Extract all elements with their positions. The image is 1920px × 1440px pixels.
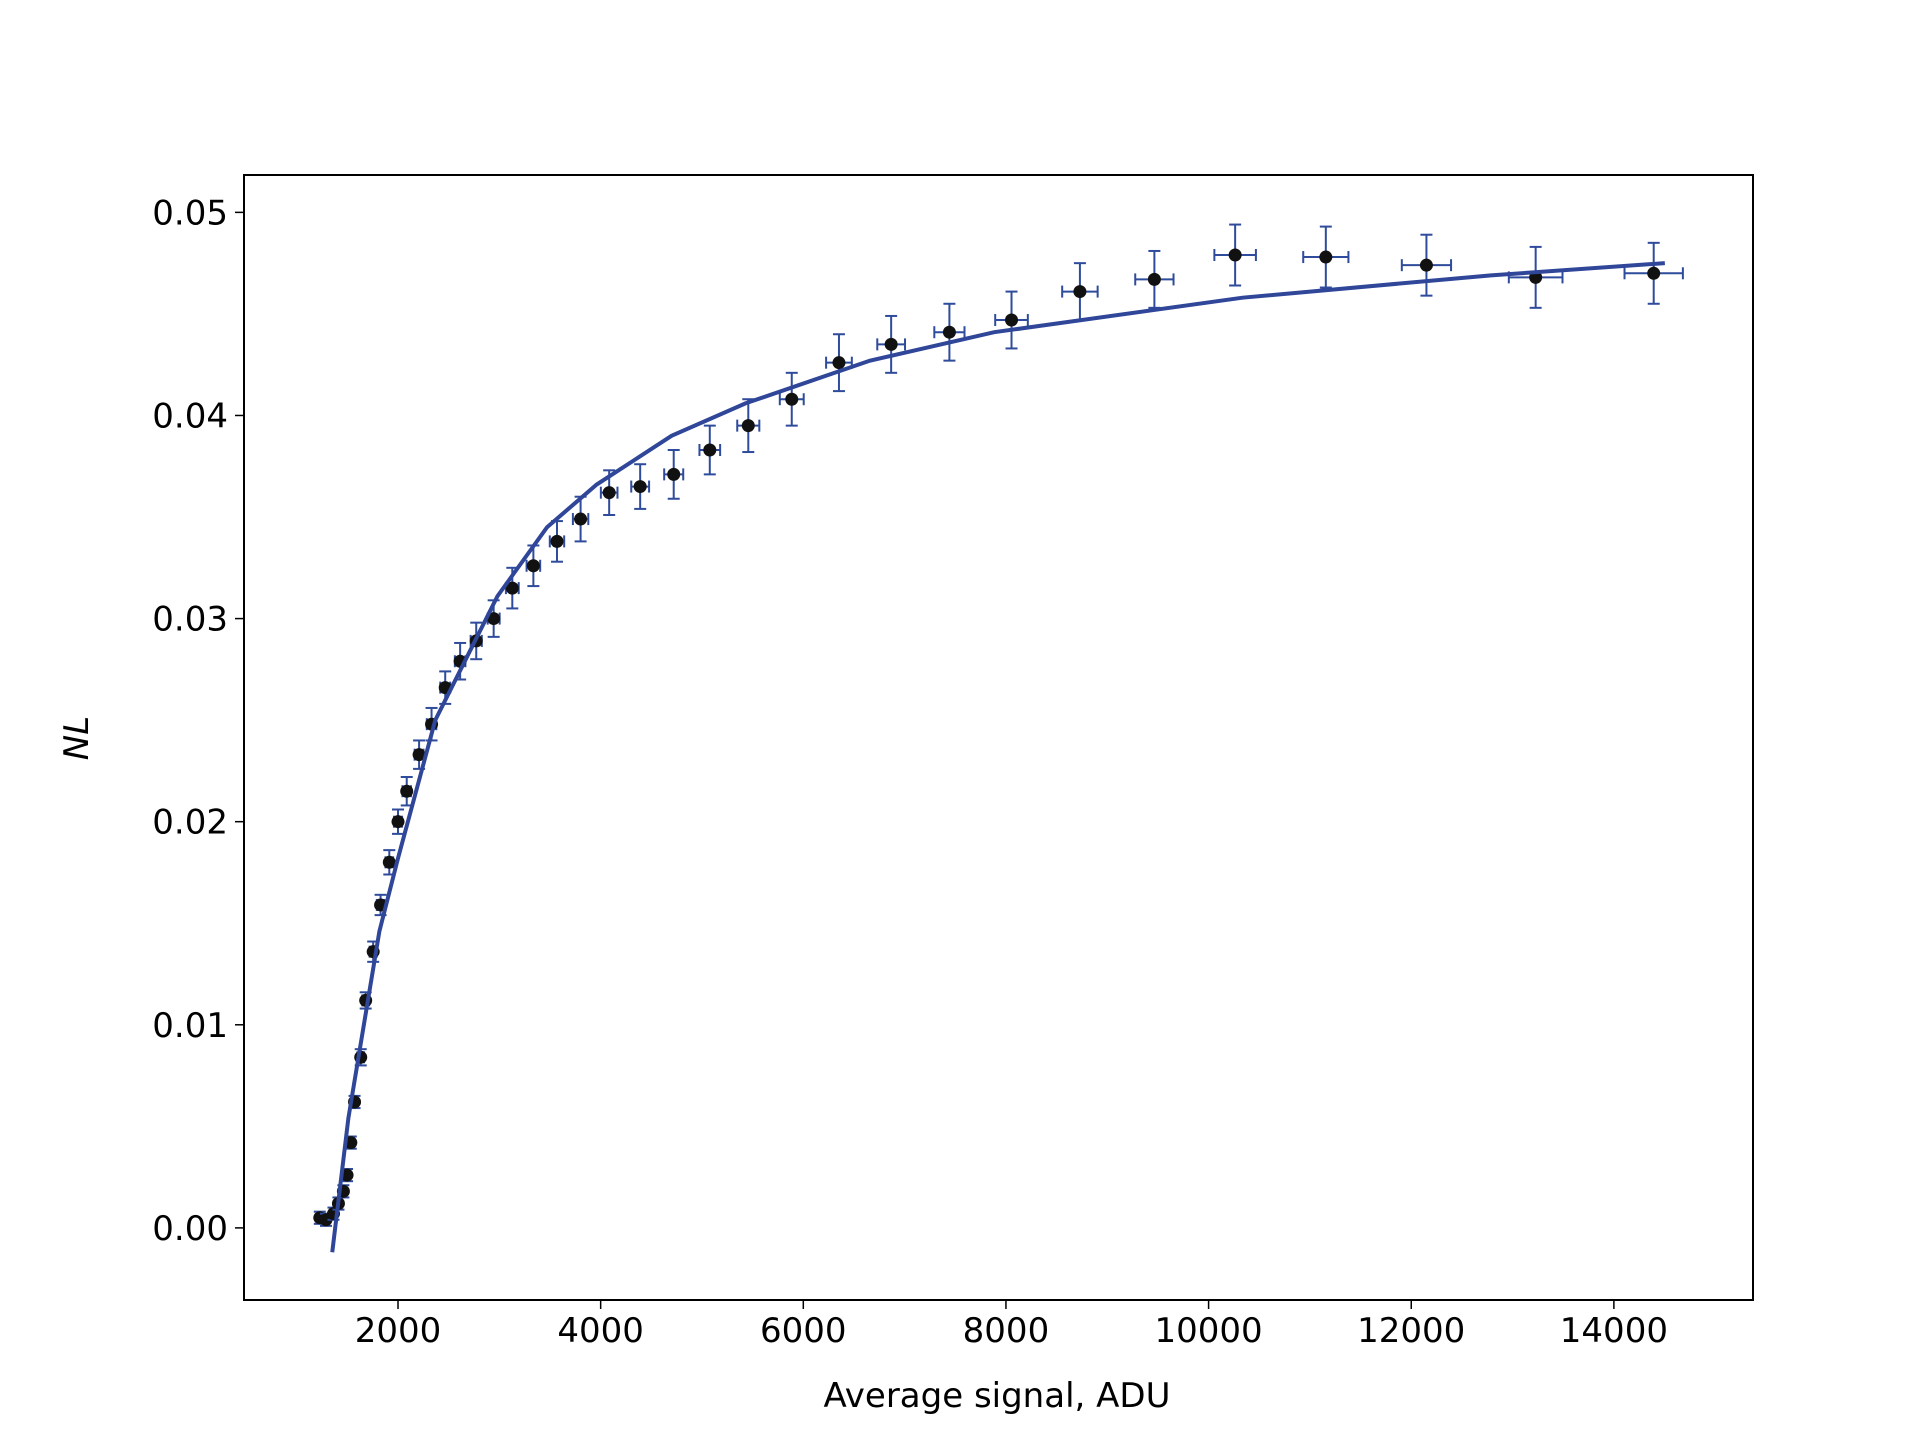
data-point: [884, 337, 898, 351]
data-point: [832, 356, 846, 370]
y-axis-label: NL: [57, 716, 97, 760]
data-point: [382, 855, 396, 869]
y-tick-label: 0.00: [152, 1209, 228, 1249]
data-point: [602, 486, 616, 500]
data-point: [1073, 285, 1087, 299]
y-tick-label: 0.04: [152, 396, 228, 436]
data-point: [785, 392, 799, 406]
y-tick-label: 0.02: [152, 803, 228, 843]
data-point: [574, 512, 588, 526]
data-point: [667, 467, 681, 481]
data-point: [550, 534, 564, 548]
data-point: [1228, 248, 1242, 262]
x-tick-label: 4000: [557, 1311, 644, 1351]
data-point: [942, 325, 956, 339]
plot-frame: [243, 174, 1754, 1301]
x-tick-label: 14000: [1560, 1311, 1668, 1351]
data-point: [400, 784, 414, 798]
data-point: [487, 612, 501, 626]
data-point: [1147, 272, 1161, 286]
data-point: [741, 419, 755, 433]
data-point: [412, 748, 426, 762]
data-point: [505, 581, 519, 595]
data-point: [526, 559, 540, 573]
x-tick-label: 12000: [1357, 1311, 1465, 1351]
fit-line: [330, 261, 1665, 1253]
y-tick-label: 0.05: [152, 193, 228, 233]
data-point: [1647, 266, 1661, 280]
data-point: [703, 443, 717, 457]
x-tick-label: 10000: [1155, 1311, 1263, 1351]
x-tick-label: 6000: [760, 1311, 847, 1351]
data-point: [633, 480, 647, 494]
x-tick-label: 2000: [355, 1311, 442, 1351]
y-tick-label: 0.03: [152, 600, 228, 640]
data-point: [1005, 313, 1019, 327]
x-axis-label: Average signal, ADU: [824, 1376, 1171, 1416]
x-tick-label: 8000: [963, 1311, 1050, 1351]
data-point: [1419, 258, 1433, 272]
data-point: [1319, 250, 1333, 264]
y-tick-label: 0.01: [152, 1006, 228, 1046]
data-point: [391, 815, 405, 829]
